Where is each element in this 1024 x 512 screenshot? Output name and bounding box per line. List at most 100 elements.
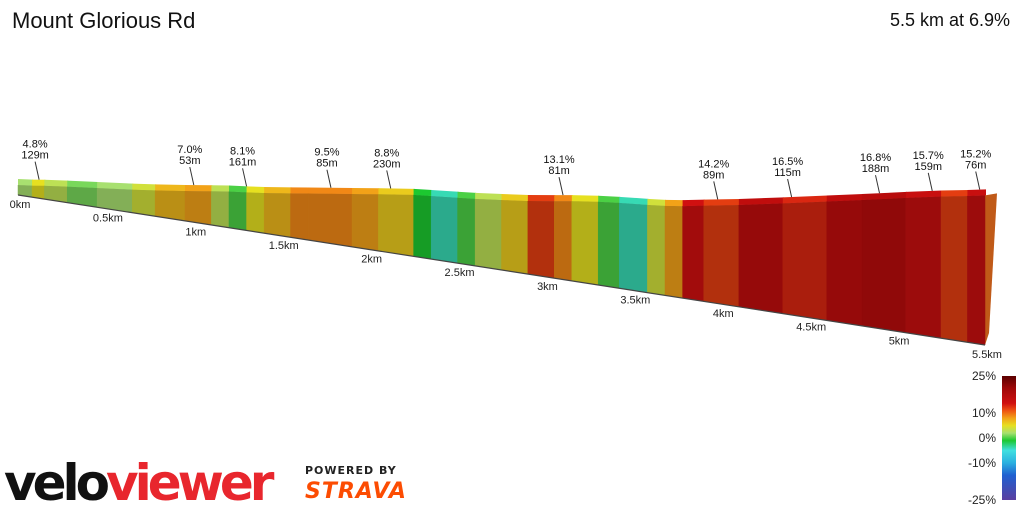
profile-segment-top — [475, 192, 503, 201]
profile-segment — [263, 192, 291, 238]
powered-by-label: POWERED BY — [305, 464, 397, 477]
annotation-leader-line — [875, 175, 880, 194]
grade-legend-label: -10% — [968, 456, 996, 470]
distance-tick-label: 2km — [361, 254, 382, 266]
profile-segment — [553, 200, 573, 282]
profile-segment — [738, 203, 784, 314]
profile-segment-top — [18, 179, 34, 186]
profile-segment-top — [97, 181, 134, 190]
annotation-length-label: 230m — [373, 158, 401, 170]
profile-segment — [457, 197, 476, 267]
distance-tick-label: 1km — [185, 226, 206, 238]
annotation-grade-label: 16.8% — [860, 152, 891, 164]
profile-segment-top — [826, 194, 863, 202]
profile-segment — [154, 190, 186, 222]
profile-segment — [940, 195, 968, 343]
veloviewer-logo: veloviewer — [4, 454, 279, 512]
profile-segment — [826, 199, 863, 327]
annotation-leader-line — [975, 171, 981, 190]
profile-segment — [967, 195, 986, 346]
profile-segment — [66, 186, 98, 208]
profile-segment — [413, 194, 432, 260]
annotation-leader-line — [326, 169, 332, 188]
annotation-leader-line — [558, 176, 564, 196]
profile-segment-top — [861, 191, 907, 201]
annotation-grade-label: 15.7% — [913, 150, 944, 162]
powered-by-strava: POWERED BY STRAVA — [305, 464, 407, 504]
profile-segment-top — [554, 195, 573, 202]
profile-segment — [619, 202, 648, 293]
profile-segment-top — [308, 187, 354, 194]
profile-segment-top — [32, 179, 46, 186]
profile-segment — [703, 204, 740, 308]
grade-legend-bar — [1002, 376, 1016, 500]
annotation-length-label: 115m — [774, 167, 801, 179]
annotation-length-label: 161m — [229, 156, 257, 168]
annotation-leader-line — [386, 170, 392, 189]
profile-segment — [351, 193, 379, 252]
profile-segment-top — [682, 199, 705, 207]
annotation-grade-label: 7.0% — [177, 144, 202, 156]
distance-tick-label: 3.5km — [620, 294, 650, 306]
profile-segment-top — [527, 194, 556, 202]
veloviewer-logo-accent: viewer — [106, 454, 275, 512]
profile-segment-top — [352, 187, 380, 195]
profile-segment — [664, 205, 683, 299]
profile-segment — [474, 198, 502, 271]
distance-tick-label: 0km — [10, 199, 31, 211]
annotation-grade-label: 8.1% — [230, 145, 255, 157]
profile-segment-top — [290, 187, 310, 194]
grade-legend-label: 25% — [972, 369, 996, 383]
annotation-grade-label: 4.8% — [23, 139, 48, 151]
profile-segment — [96, 187, 133, 214]
distance-axis-line — [17, 194, 986, 346]
annotation-grade-label: 14.2% — [698, 158, 729, 170]
profile-segment — [228, 191, 247, 231]
annotation-grade-label: 9.5% — [314, 147, 339, 159]
profile-segment-top — [155, 184, 187, 192]
profile-segment — [597, 201, 620, 289]
profile-segment-top — [67, 180, 99, 188]
profile-segment-top — [378, 188, 415, 195]
profile-segment — [782, 201, 828, 321]
annotation-leader-line — [34, 161, 40, 180]
profile-segment-top — [703, 199, 740, 206]
profile-segment — [290, 193, 309, 241]
profile-segment-top — [246, 186, 266, 193]
annotation-grade-label: 8.8% — [374, 147, 399, 159]
profile-segment-top — [598, 195, 621, 203]
distance-tick-label: 1.5km — [269, 240, 299, 252]
profile-segment-top — [967, 189, 986, 196]
strava-logo: STRAVA — [305, 479, 407, 504]
annotation-length-label: 188m — [862, 163, 890, 175]
profile-segment-top — [782, 195, 828, 204]
profile-segment — [571, 200, 599, 286]
profile-segment-top — [185, 185, 213, 192]
profile-segment-top — [431, 190, 459, 198]
profile-end-face — [985, 193, 997, 345]
annotation-grade-label: 13.1% — [543, 154, 574, 166]
profile-segment — [211, 190, 230, 229]
distance-tick-label: 2.5km — [445, 267, 475, 279]
profile-segment — [501, 199, 529, 275]
annotation-length-label: 53m — [179, 155, 200, 167]
veloviewer-logo-text: veloviewer — [4, 454, 275, 512]
chart-title: Mount Glorious Rd — [12, 8, 196, 33]
distance-tick-label: 5.5km — [972, 349, 1002, 361]
annotation-length-label: 89m — [703, 169, 724, 181]
profile-segment-top — [665, 199, 684, 207]
grade-legend-label: -25% — [968, 493, 996, 507]
distance-tick-label: 5km — [889, 335, 910, 347]
distance-tick-label: 0.5km — [93, 213, 123, 225]
annotation-length-label: 81m — [548, 165, 569, 177]
profile-segment — [861, 197, 907, 334]
annotation-leader-line — [189, 166, 195, 186]
profile-segment-top — [905, 190, 943, 198]
annotation-length-label: 159m — [914, 161, 942, 173]
profile-segment-top — [501, 194, 529, 201]
profile-segment-top — [413, 188, 433, 197]
profile-segment — [527, 200, 555, 279]
profile-segment-top — [211, 185, 230, 192]
profile-segment-top — [738, 197, 784, 206]
